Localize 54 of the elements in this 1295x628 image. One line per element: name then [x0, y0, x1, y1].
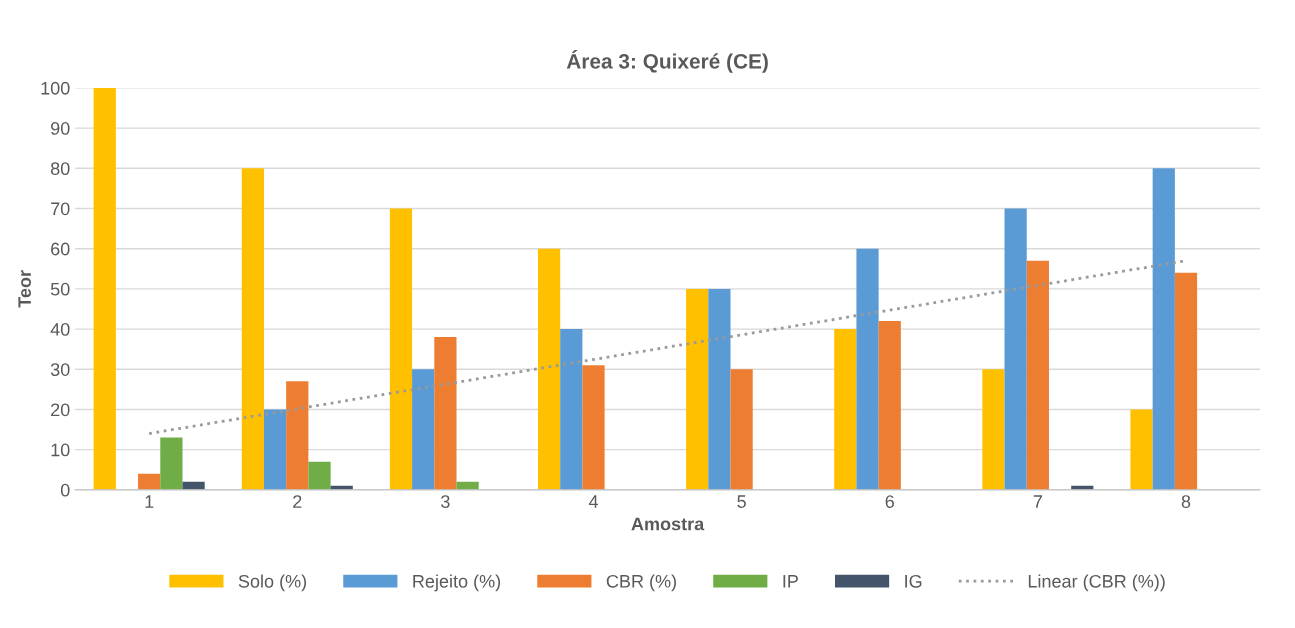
x-tick-label: 2 [293, 495, 302, 508]
bar [1026, 260, 1049, 490]
bar [93, 87, 116, 490]
y-tick-label: 60 [51, 242, 70, 256]
bar [982, 369, 1005, 490]
bar [1004, 208, 1027, 490]
legend-label: IP [783, 575, 798, 588]
chart-title: Área 3: Quixeré (CE) [566, 50, 768, 73]
y-tick-label: 100 [41, 81, 70, 95]
y-tick-label: 20 [51, 403, 70, 417]
bar [241, 168, 264, 490]
bar [263, 409, 287, 490]
bar [582, 365, 605, 490]
bar [1130, 409, 1153, 490]
bar [182, 481, 205, 490]
x-tick-label: 1 [145, 495, 154, 508]
y-tick-label: 70 [51, 202, 70, 216]
bar [434, 337, 457, 490]
bar [856, 248, 879, 490]
bar [1174, 272, 1198, 490]
x-tick-label: 6 [885, 495, 894, 508]
bar [730, 369, 753, 490]
bar [708, 288, 731, 490]
legend-label: CBR (%) [606, 574, 676, 592]
bar [138, 473, 161, 490]
legend-label: Solo (%) [238, 574, 307, 592]
bar [537, 248, 561, 490]
y-tick-label: 50 [50, 282, 70, 296]
legend-label: Rejeito (%) [413, 574, 501, 592]
x-tick-label: 4 [588, 495, 599, 508]
bar [412, 369, 435, 490]
bar [160, 437, 183, 490]
y-tick-label: 10 [51, 443, 70, 457]
bar [834, 329, 857, 490]
legend-label: IG [905, 574, 922, 588]
y-tick-label: 30 [50, 363, 70, 376]
y-axis-title: Teor [18, 270, 31, 308]
bar [1152, 168, 1175, 490]
bar [308, 461, 331, 490]
x-tick-label: 7 [1033, 495, 1042, 508]
x-axis-title: Amostra [631, 517, 705, 531]
y-tick-label: 0 [60, 483, 70, 497]
x-tick-label: 5 [737, 495, 746, 508]
bar [389, 208, 413, 490]
y-tick-label: 90 [51, 122, 70, 135]
y-tick-label: 80 [50, 162, 70, 176]
legend-label: Linear (CBR (%)) [1028, 574, 1165, 592]
bar [560, 329, 583, 490]
bar [878, 321, 901, 490]
bar [686, 288, 709, 490]
bar [286, 381, 309, 490]
x-tick-label: 3 [441, 495, 450, 508]
y-tick-label: 40 [50, 323, 70, 336]
x-tick-label: 8 [1181, 495, 1191, 508]
